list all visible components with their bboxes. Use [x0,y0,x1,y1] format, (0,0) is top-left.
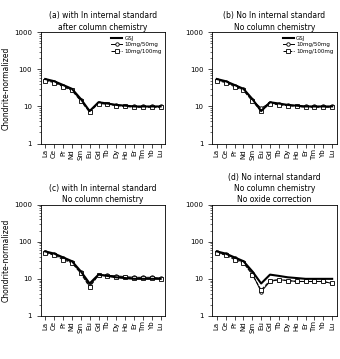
Y-axis label: Chondrite-normalized: Chondrite-normalized [2,46,11,130]
Title: (d) No internal standard
No column chemistry
No oxide correction: (d) No internal standard No column chemi… [228,173,321,204]
Title: (c) with In internal standard
No column chemistry: (c) with In internal standard No column … [49,184,157,204]
Title: (b) No In internal standard
No column chemistry: (b) No In internal standard No column ch… [223,11,325,32]
Y-axis label: Chondrite-normalized: Chondrite-normalized [2,219,11,302]
Legend: GSJ, 10mg/50mg, 10mg/100mg: GSJ, 10mg/50mg, 10mg/100mg [280,33,336,56]
Title: (a) with In internal standard
after column chemistry: (a) with In internal standard after colu… [49,11,157,32]
Legend: GSJ, 10mg/50mg, 10mg/100mg: GSJ, 10mg/50mg, 10mg/100mg [109,33,164,56]
